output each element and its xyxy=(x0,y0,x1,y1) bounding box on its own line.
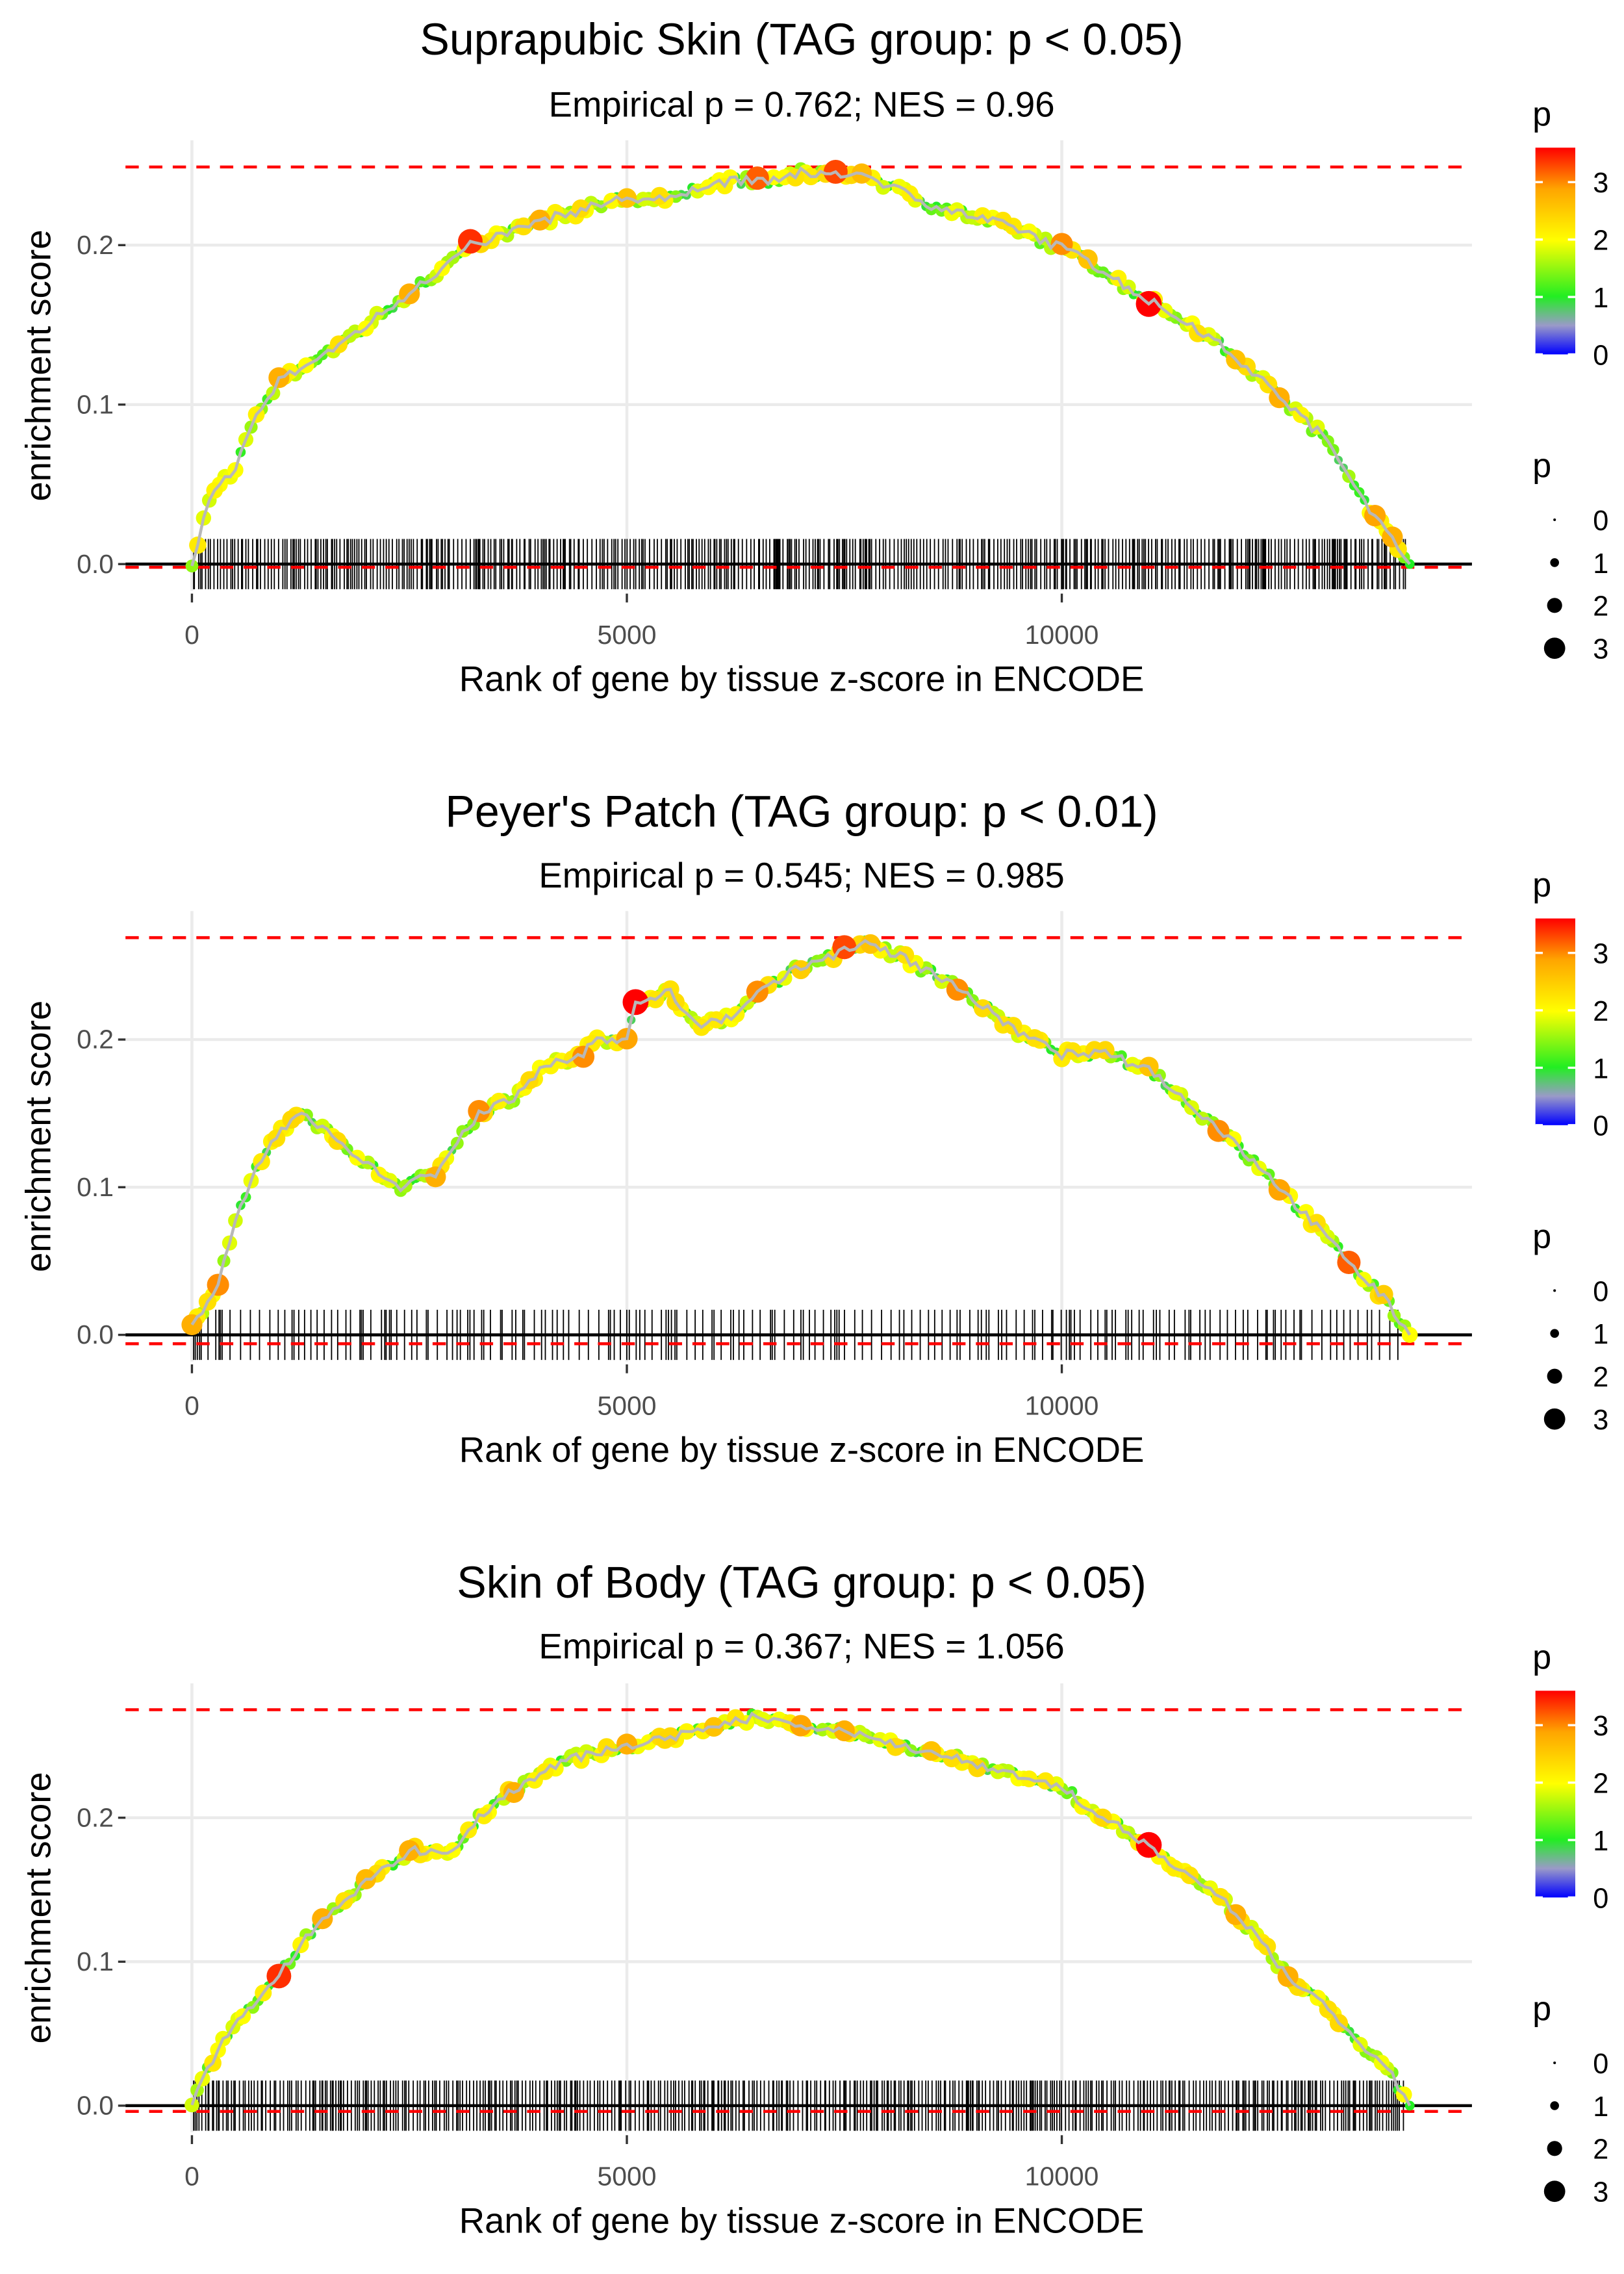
enrichment-line xyxy=(190,1711,1412,2106)
color-legend-title: p xyxy=(1532,867,1551,904)
chart-panel-2: Peyer's Patch (TAG group: p < 0.01) Empir… xyxy=(18,787,1608,1470)
color-bar-label: 2 xyxy=(1593,996,1608,1027)
color-bar-label: 2 xyxy=(1593,1769,1608,1800)
x-tick-label: 0 xyxy=(184,620,199,650)
size-legend-title: p xyxy=(1532,447,1551,485)
x-tick-label: 10000 xyxy=(1025,620,1099,650)
size-legend-label: 2 xyxy=(1593,591,1608,622)
color-bar-label: 0 xyxy=(1593,1883,1608,1914)
chart-panel-3: Skin of Body (TAG group: p < 0.05) Empiri… xyxy=(18,1558,1608,2240)
color-bar xyxy=(1535,1691,1575,1898)
chart-subtitle: Empirical p = 0.545; NES = 0.985 xyxy=(539,856,1064,895)
color-bar-label: 0 xyxy=(1593,340,1608,371)
size-legend-label: 0 xyxy=(1593,1276,1608,1307)
y-tick-label: 0.1 xyxy=(77,389,114,419)
size-legend-title: p xyxy=(1532,1218,1551,1255)
size-legend-label: 3 xyxy=(1593,634,1608,665)
chart-title: Skin of Body (TAG group: p < 0.05) xyxy=(457,1558,1147,1607)
y-tick-label: 0.0 xyxy=(77,2091,114,2121)
color-bar xyxy=(1535,918,1575,1125)
x-tick-label: 10000 xyxy=(1025,2162,1099,2191)
x-axis-label: Rank of gene by tissue z-score in ENCODE xyxy=(459,659,1145,699)
size-legend-dot xyxy=(1553,518,1556,522)
color-bar-label: 1 xyxy=(1593,283,1608,314)
y-tick-label: 0.2 xyxy=(77,1802,114,1832)
y-tick-label: 0.0 xyxy=(77,1320,114,1349)
size-legend-dot xyxy=(1543,1408,1566,1430)
size-legend-dot xyxy=(1547,2141,1562,2156)
color-bar-label: 1 xyxy=(1593,1053,1608,1084)
x-tick-label: 5000 xyxy=(598,1390,657,1420)
color-legend: p 0 1 2 3 xyxy=(1532,96,1608,371)
color-legend-title: p xyxy=(1532,1639,1551,1676)
size-legend-dot xyxy=(1543,2180,1566,2203)
y-tick-label: 0.1 xyxy=(77,1947,114,1976)
enrichment-line xyxy=(190,939,1412,1336)
color-legend: p 0 1 2 3 xyxy=(1532,867,1608,1142)
size-legend-dot xyxy=(1550,558,1559,567)
color-bar-label: 0 xyxy=(1593,1111,1608,1142)
chart-subtitle: Empirical p = 0.367; NES = 1.056 xyxy=(539,1626,1064,1666)
color-bar-label: 1 xyxy=(1593,1826,1608,1857)
size-legend-label: 1 xyxy=(1593,1319,1608,1350)
y-tick-label: 0.1 xyxy=(77,1172,114,1202)
size-legend-dot xyxy=(1553,1289,1556,1292)
y-tick-label: 0.2 xyxy=(77,1025,114,1054)
x-tick-label: 10000 xyxy=(1025,1390,1099,1420)
size-legend: p 0 1 2 3 xyxy=(1532,447,1608,665)
enrichment-points xyxy=(185,159,1415,573)
chart-title: Suprapubic Skin (TAG group: p < 0.05) xyxy=(420,15,1183,64)
x-tick-label: 5000 xyxy=(598,620,657,650)
size-legend-label: 3 xyxy=(1593,2177,1608,2208)
data-point xyxy=(185,559,199,573)
chart-subtitle: Empirical p = 0.762; NES = 0.96 xyxy=(549,85,1055,125)
size-legend-dot xyxy=(1543,637,1566,659)
x-tick-label: 5000 xyxy=(598,2162,657,2191)
color-bar-label: 3 xyxy=(1593,939,1608,970)
size-legend-dot xyxy=(1553,2061,1556,2065)
x-axis-label: Rank of gene by tissue z-score in ENCODE xyxy=(459,1430,1145,1470)
size-legend-label: 2 xyxy=(1593,2134,1608,2165)
size-legend: p 0 1 2 3 xyxy=(1532,1990,1608,2208)
y-axis-label: enrichment score xyxy=(18,1772,58,2043)
size-legend-dot xyxy=(1550,1329,1559,1338)
color-bar xyxy=(1535,147,1575,355)
y-tick-label: 0.2 xyxy=(77,230,114,260)
size-legend-label: 3 xyxy=(1593,1405,1608,1436)
size-legend-label: 1 xyxy=(1593,548,1608,580)
x-tick-label: 0 xyxy=(184,1390,199,1420)
chart-panel-1: Suprapubic Skin (TAG group: p < 0.05) Emp… xyxy=(18,15,1608,699)
size-legend-label: 0 xyxy=(1593,2049,1608,2080)
color-legend: p 0 1 2 3 xyxy=(1532,1639,1608,1914)
x-tick-label: 0 xyxy=(184,2162,199,2191)
size-legend-title: p xyxy=(1532,1990,1551,2028)
enrichment-line xyxy=(190,166,1411,567)
size-legend-dot xyxy=(1547,1368,1562,1384)
y-axis-label: enrichment score xyxy=(18,229,58,501)
color-bar-label: 3 xyxy=(1593,168,1608,199)
size-legend-dot xyxy=(1547,598,1562,613)
size-legend: p 0 1 2 3 xyxy=(1532,1218,1608,1436)
size-legend-label: 1 xyxy=(1593,2091,1608,2123)
y-tick-label: 0.0 xyxy=(77,549,114,579)
size-legend-dot xyxy=(1550,2101,1559,2110)
color-bar-label: 2 xyxy=(1593,225,1608,257)
x-axis-label: Rank of gene by tissue z-score in ENCODE xyxy=(459,2201,1145,2240)
chart-title: Peyer's Patch (TAG group: p < 0.01) xyxy=(445,787,1158,837)
color-bar-label: 3 xyxy=(1593,1711,1608,1742)
size-legend-label: 2 xyxy=(1593,1362,1608,1393)
color-legend-title: p xyxy=(1532,96,1551,133)
size-legend-label: 0 xyxy=(1593,505,1608,537)
y-axis-label: enrichment score xyxy=(18,1001,58,1272)
